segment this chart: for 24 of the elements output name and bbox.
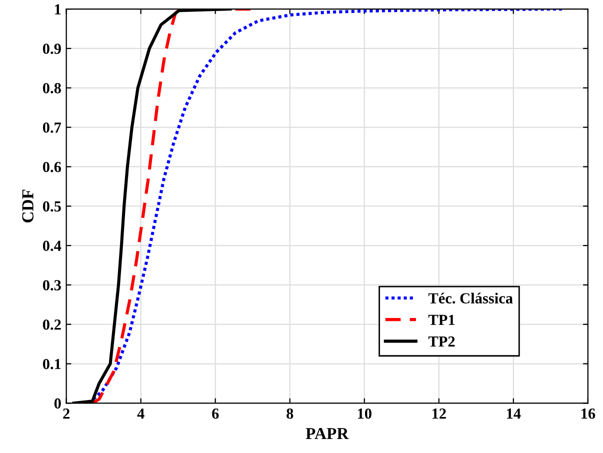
x-tick-label: 10 xyxy=(358,408,372,419)
y-tick-label: 0.1 xyxy=(42,358,61,370)
x-tick-label: 6 xyxy=(212,408,219,419)
y-tick-label: 0.2 xyxy=(42,319,61,330)
x-tick-label: 8 xyxy=(286,408,294,419)
y-tick-label: 0.4 xyxy=(42,240,62,252)
y-tick-label: 0.9 xyxy=(42,44,61,54)
y-tick-label: 0.8 xyxy=(42,83,61,94)
legend-label: Téc. Clássica xyxy=(428,292,513,304)
y-tick-label: 0.7 xyxy=(42,122,62,133)
y-tick-label: 0.3 xyxy=(42,280,61,290)
y-tick-label: 0.5 xyxy=(42,201,61,212)
x-tick-label: 14 xyxy=(506,408,521,419)
y-tick-label: 0.6 xyxy=(42,162,62,172)
x-tick-label: 4 xyxy=(137,408,144,419)
y-tick-label: 1 xyxy=(55,4,61,14)
legend-label: TP2 xyxy=(428,336,455,347)
y-tick-label: 0 xyxy=(54,398,61,409)
legend-label: TP1 xyxy=(428,314,455,325)
x-tick-label: 2 xyxy=(63,408,70,419)
x-axis-title: PAPR xyxy=(306,428,349,440)
x-tick-label: 16 xyxy=(582,408,596,419)
x-tick-label: 12 xyxy=(432,408,446,419)
y-axis-title: CDF xyxy=(22,190,34,222)
